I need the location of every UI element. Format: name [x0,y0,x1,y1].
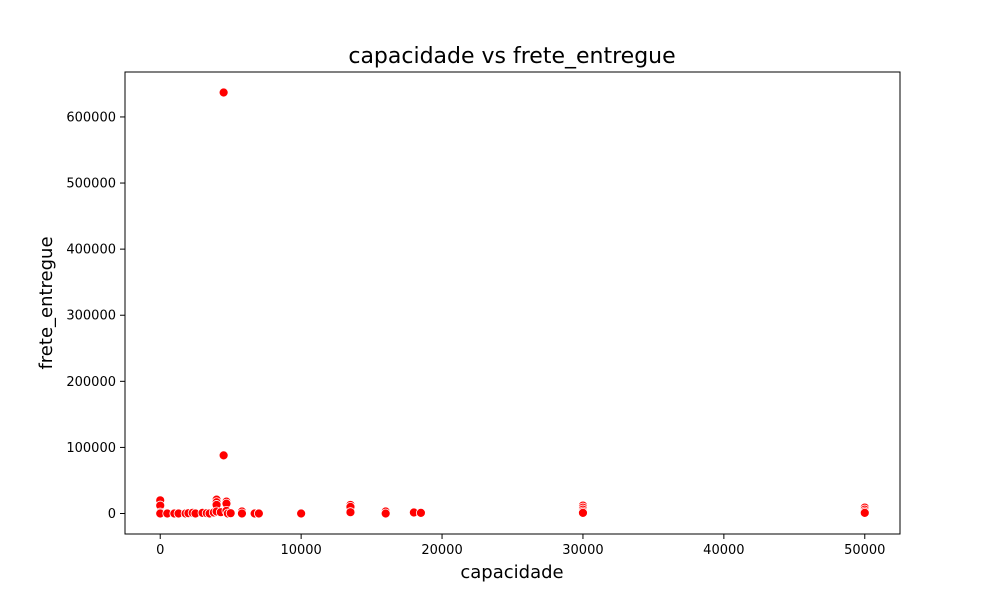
scatter-point [225,508,236,519]
y-tick-label: 200000 [66,375,116,390]
scatter-point [218,87,229,98]
y-axis-ticks: 0 100000 200000 300000 400000 500000 600000 [66,110,125,522]
scatter-point [296,508,307,519]
x-axis-ticks: 0 10000 20000 30000 40000 50000 [156,534,885,558]
chart-title: capacidade vs frete_entregue [348,44,675,69]
plot-area-frame [124,71,901,535]
scatter-point [345,507,356,518]
scatter-point [578,507,588,518]
x-tick-label: 30000 [562,543,603,558]
scatter-point [218,450,229,461]
x-tick-label: 20000 [421,543,462,558]
scatter-point [253,508,264,519]
x-tick-label: 0 [156,543,164,558]
x-tick-label: 10000 [280,543,321,558]
scatter-point [237,508,247,519]
y-axis-label: frete_entregue [36,236,57,369]
data-points [155,87,870,519]
x-tick-label: 50000 [844,543,885,558]
scatter-point [380,508,391,519]
y-tick-label: 100000 [66,441,116,456]
x-axis-label: capacidade [460,562,563,583]
scatter-point [859,507,870,518]
scatter-point [416,507,426,518]
y-tick-label: 300000 [66,309,116,324]
x-tick-label: 40000 [703,543,744,558]
y-tick-label: 600000 [66,110,116,125]
y-tick-label: 400000 [66,243,116,258]
y-tick-label: 0 [108,507,116,522]
y-tick-label: 500000 [66,177,116,192]
